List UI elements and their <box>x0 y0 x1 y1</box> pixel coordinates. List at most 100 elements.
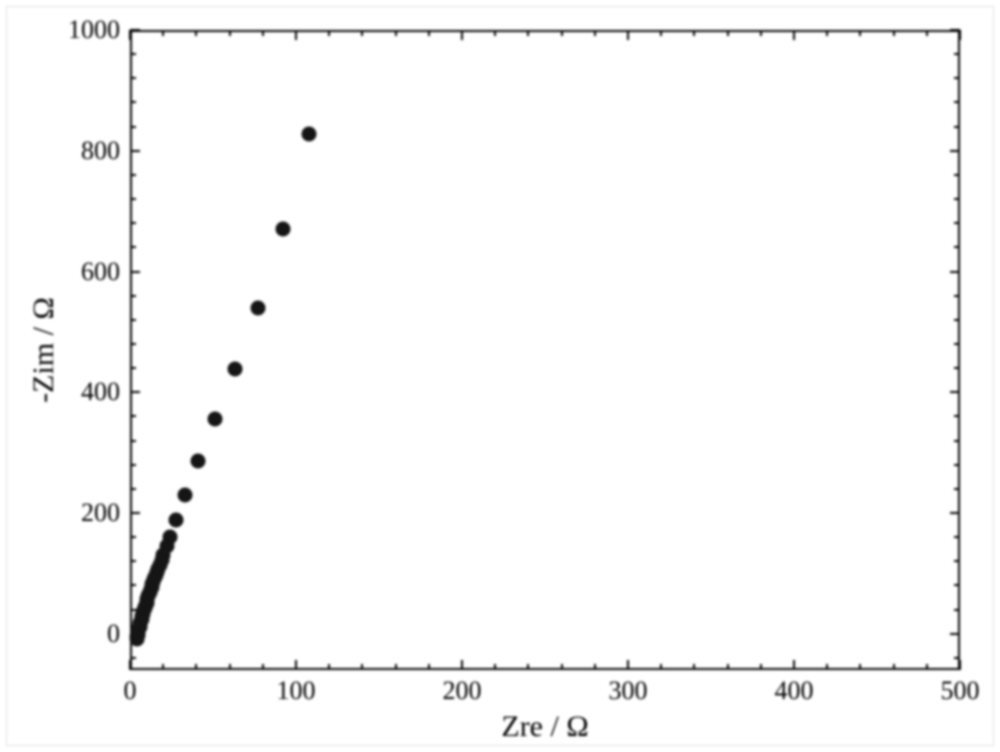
axis-tick <box>130 367 136 369</box>
axis-tick <box>859 664 861 670</box>
axis-tick <box>826 664 828 670</box>
data-point <box>177 487 192 502</box>
axis-tick <box>295 30 297 40</box>
axis-tick <box>954 126 960 128</box>
axis-tick <box>130 415 136 417</box>
axis-tick <box>527 664 529 670</box>
axis-tick <box>361 664 363 670</box>
axis-tick <box>295 660 297 670</box>
x-tick-label: 500 <box>941 678 980 704</box>
axis-tick <box>826 30 828 36</box>
axis-tick <box>760 664 762 670</box>
axis-tick <box>130 440 136 442</box>
axis-tick <box>162 30 164 36</box>
axis-tick <box>954 560 960 562</box>
axis-tick <box>893 30 895 36</box>
axis-tick <box>950 633 960 635</box>
x-tick-label: 400 <box>775 678 814 704</box>
axis-tick <box>130 391 140 393</box>
axis-tick <box>727 30 729 36</box>
axis-tick <box>954 584 960 586</box>
y-tick-label: 200 <box>81 500 120 526</box>
axis-tick <box>954 343 960 345</box>
axis-tick <box>954 295 960 297</box>
axis-tick <box>129 660 131 670</box>
axis-tick <box>130 174 136 176</box>
axis-tick <box>561 30 563 36</box>
data-point <box>207 412 222 427</box>
axis-tick <box>594 30 596 36</box>
axis-tick <box>195 30 197 36</box>
axis-tick <box>195 664 197 670</box>
axis-tick <box>727 664 729 670</box>
axis-tick <box>130 488 136 490</box>
y-tick-label: 0 <box>107 621 120 647</box>
y-axis-label: -Zim / Ω <box>29 297 59 403</box>
axis-tick <box>627 660 629 670</box>
axis-tick <box>954 609 960 611</box>
axis-tick <box>130 222 136 224</box>
axis-tick <box>760 30 762 36</box>
x-tick-label: 300 <box>609 678 648 704</box>
x-tick-label: 0 <box>124 678 137 704</box>
axis-tick <box>130 77 136 79</box>
x-axis-label: Zre / Ω <box>501 712 588 742</box>
axis-tick <box>461 30 463 40</box>
plot-area <box>130 30 960 670</box>
axis-tick <box>950 29 960 31</box>
axis-tick <box>693 30 695 36</box>
axis-tick <box>130 53 136 55</box>
axis-tick <box>428 664 430 670</box>
axis-tick <box>954 198 960 200</box>
axis-tick <box>954 246 960 248</box>
axis-tick <box>954 536 960 538</box>
data-point <box>191 454 206 469</box>
axis-tick <box>328 664 330 670</box>
data-point <box>227 362 242 377</box>
axis-tick <box>954 657 960 659</box>
axis-tick <box>660 664 662 670</box>
axis-tick <box>527 30 529 36</box>
axis-tick <box>954 77 960 79</box>
axis-tick <box>950 271 960 273</box>
axis-tick <box>229 30 231 36</box>
axis-tick <box>130 150 140 152</box>
axis-tick <box>494 664 496 670</box>
axis-tick <box>130 101 136 103</box>
axis-tick <box>954 488 960 490</box>
axis-tick <box>954 101 960 103</box>
axis-tick <box>130 271 140 273</box>
axis-tick <box>130 512 140 514</box>
axis-tick <box>926 30 928 36</box>
axis-tick <box>130 295 136 297</box>
axis-tick <box>130 536 136 538</box>
axis-tick <box>950 391 960 393</box>
axis-tick <box>793 660 795 670</box>
axis-tick <box>361 30 363 36</box>
y-tick-label: 600 <box>81 259 120 285</box>
x-tick-label: 100 <box>277 678 316 704</box>
axis-tick <box>130 657 136 659</box>
data-point <box>162 530 177 545</box>
data-point <box>169 513 184 528</box>
axis-tick <box>428 30 430 36</box>
axis-tick <box>954 464 960 466</box>
axis-tick <box>129 30 131 40</box>
axis-tick <box>660 30 662 36</box>
axis-tick <box>328 30 330 36</box>
axis-tick <box>395 664 397 670</box>
axis-tick <box>130 560 136 562</box>
axis-tick <box>926 664 928 670</box>
axis-tick <box>461 660 463 670</box>
axis-tick <box>893 664 895 670</box>
axis-tick <box>262 664 264 670</box>
axis-tick <box>229 664 231 670</box>
axis-tick <box>130 198 136 200</box>
axis-tick <box>162 664 164 670</box>
axis-tick <box>954 174 960 176</box>
axis-tick <box>627 30 629 40</box>
axis-tick <box>693 664 695 670</box>
y-tick-label: 400 <box>81 379 120 405</box>
data-point <box>250 300 265 315</box>
x-tick-label: 200 <box>443 678 482 704</box>
